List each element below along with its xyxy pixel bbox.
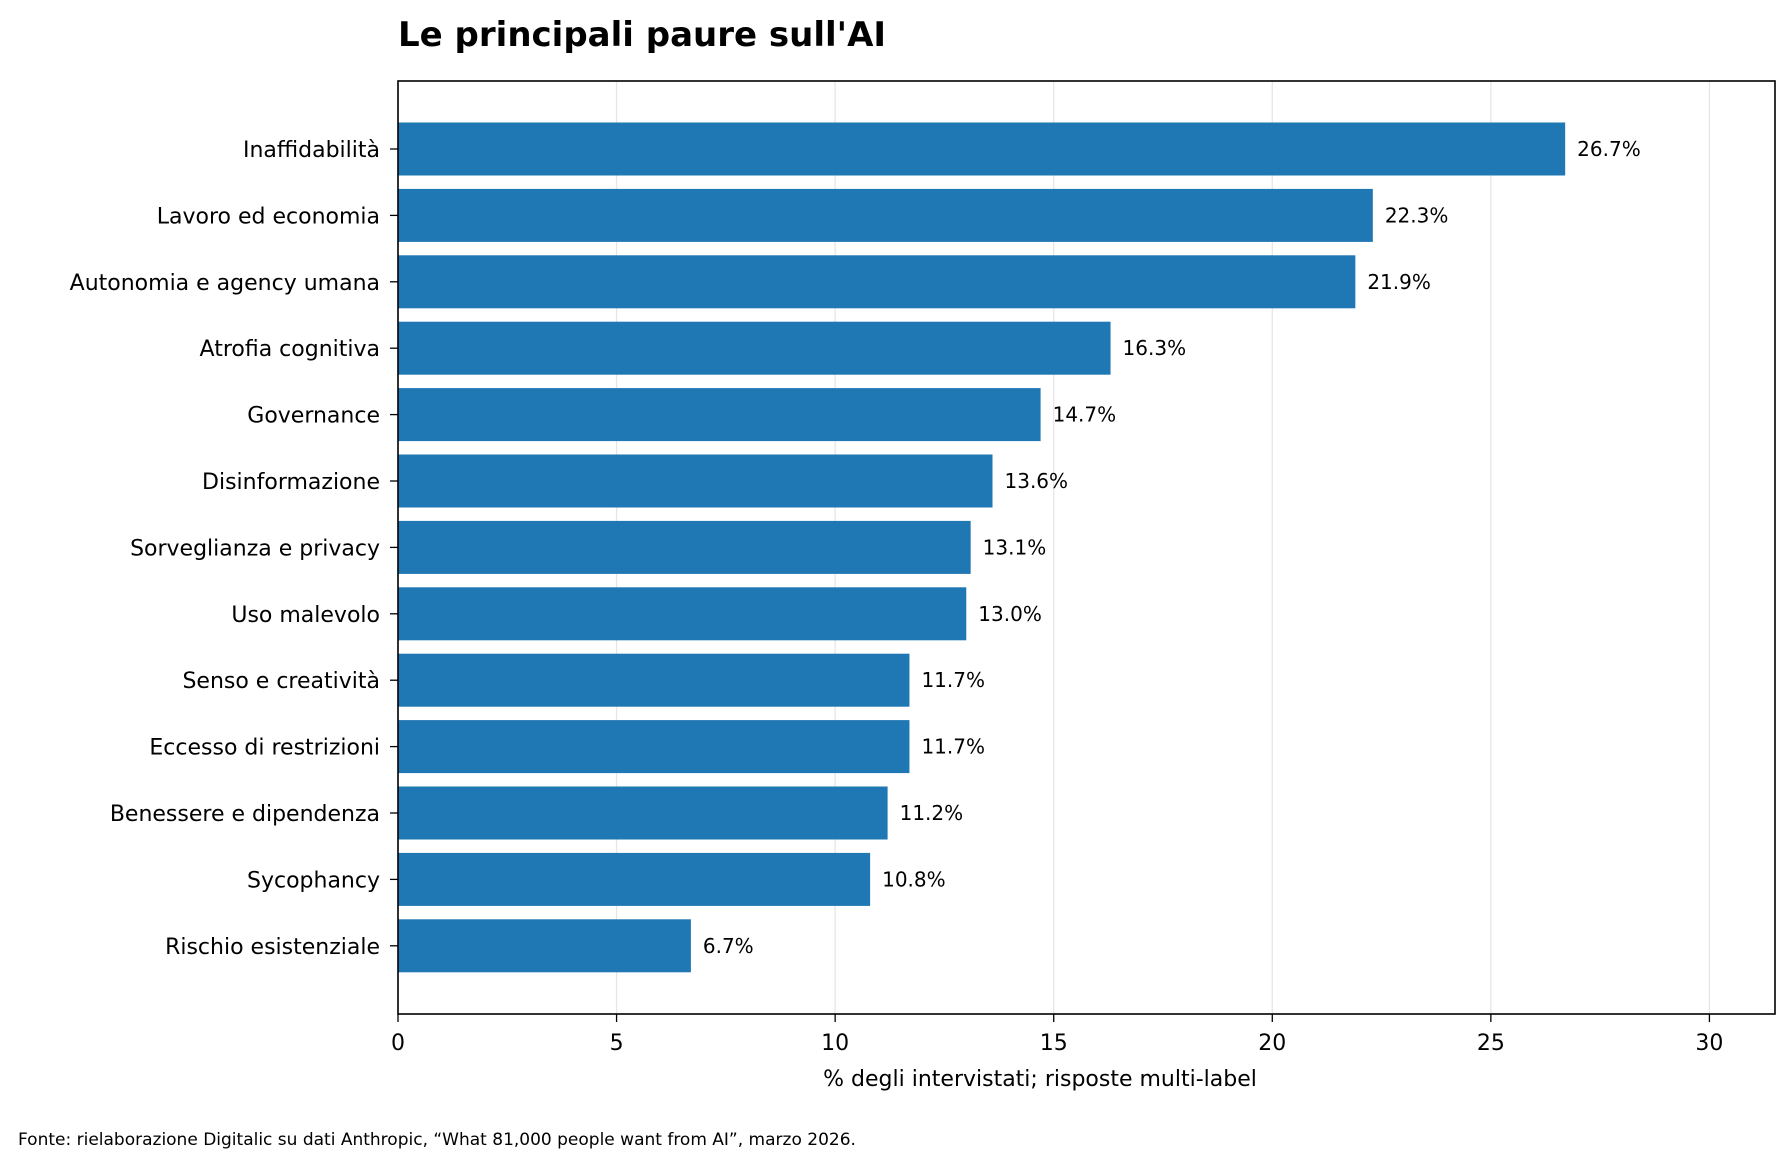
data-label: 10.8% <box>882 867 946 891</box>
category-label: Senso e creatività <box>182 669 380 694</box>
category-label: Sorveglianza e privacy <box>130 536 380 561</box>
x-tick-label: 15 <box>1040 1031 1068 1056</box>
bar <box>398 454 993 508</box>
bar <box>398 720 910 774</box>
bar <box>398 852 871 906</box>
x-tick-label: 5 <box>610 1031 624 1056</box>
data-label: 14.7% <box>1053 403 1117 427</box>
bar <box>398 919 691 973</box>
category-label: Governance <box>247 404 380 429</box>
bars: 26.7% 22.3% 21.9% 16.3% 14.7% 13.6% 13.1% 13.0%… <box>398 122 1641 973</box>
category-label: Disinformazione <box>202 470 380 495</box>
bar <box>398 388 1041 442</box>
category-label: Sycophancy <box>247 868 380 893</box>
data-label: 26.7% <box>1577 137 1641 161</box>
data-label: 22.3% <box>1385 203 1449 227</box>
plot-frame <box>397 80 1776 1015</box>
x-tick-label: 25 <box>1477 1031 1505 1056</box>
bar <box>398 321 1111 375</box>
bar <box>398 188 1373 242</box>
bar <box>398 653 910 707</box>
category-label: Rischio esistenziale <box>165 935 380 960</box>
bar <box>398 786 888 840</box>
data-label: 6.7% <box>703 934 754 958</box>
category-label: Autonomia e agency umana <box>70 271 380 296</box>
source-note: Fonte: rielaborazione Digitalic su dati … <box>18 1130 856 1150</box>
x-axis-label: % degli intervistati; risposte multi-lab… <box>823 1067 1257 1092</box>
data-label: 11.7% <box>921 735 985 759</box>
bar <box>398 587 967 641</box>
x-tick-label: 0 <box>391 1031 405 1056</box>
category-label: Inaffidabilità <box>243 138 380 163</box>
category-label: Uso malevolo <box>231 603 380 628</box>
data-label: 16.3% <box>1123 336 1187 360</box>
bar <box>398 122 1566 176</box>
chart-title: Le principali paure sull'AI <box>398 15 886 55</box>
data-label: 11.7% <box>921 668 985 692</box>
x-tick-label: 20 <box>1258 1031 1286 1056</box>
data-label: 11.2% <box>900 801 964 825</box>
category-label: Atrofia cognitiva <box>200 337 380 362</box>
category-label: Eccesso di restrizioni <box>149 736 380 761</box>
x-tick-label: 30 <box>1695 1031 1723 1056</box>
data-label: 13.6% <box>1005 469 1069 493</box>
data-label: 13.1% <box>983 535 1047 559</box>
bar <box>398 520 971 574</box>
bar <box>398 255 1356 309</box>
axes: Inaffidabilità Lavoro ed economia Autonomi… <box>70 80 1776 1056</box>
x-tick-label: 10 <box>821 1031 849 1056</box>
data-label: 13.0% <box>978 602 1042 626</box>
data-label: 21.9% <box>1367 270 1431 294</box>
category-label: Lavoro ed economia <box>157 204 380 229</box>
category-label: Benessere e dipendenza <box>110 802 380 827</box>
